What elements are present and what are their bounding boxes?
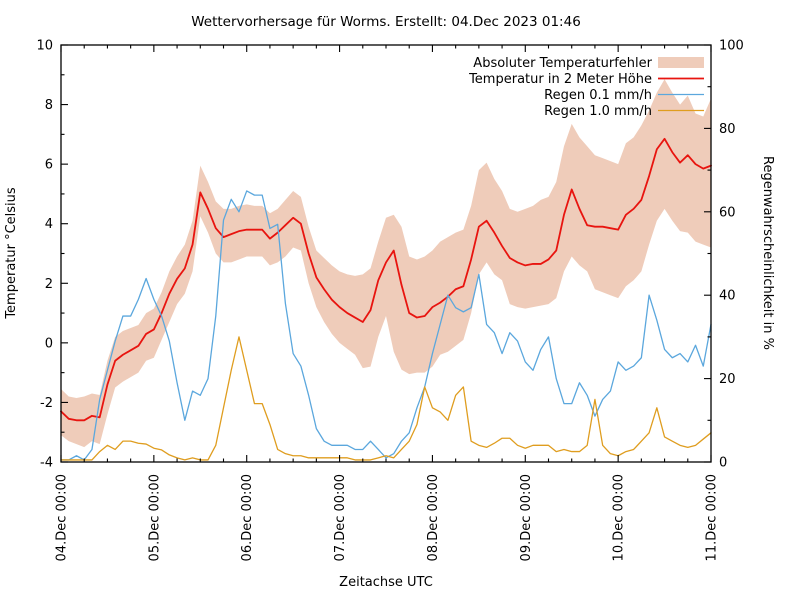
y-left-tick-label: 10 [36, 39, 53, 54]
y-left-tick-label: 2 [45, 277, 53, 292]
y-left-axis-title: Temperatur °Celsius [4, 187, 19, 320]
legend: Absoluter Temperaturfehler Temperatur in… [468, 56, 704, 119]
y-left-tick-label: 6 [45, 158, 53, 173]
legend-item-temperature: Temperatur in 2 Meter Höhe [468, 72, 704, 87]
x-tick-label: 10.Dec 00:00 [612, 474, 627, 561]
legend-label-rain10: Regen 1.0 mm/h [544, 104, 652, 119]
x-tick-label: 07.Dec 00:00 [333, 474, 348, 561]
legend-item-rain10: Regen 1.0 mm/h [544, 104, 704, 119]
y-right-tick-label: 0 [719, 456, 727, 471]
series-line-regen-1-0-mm-h [60, 336, 712, 461]
y-left-tick-label: 4 [45, 217, 53, 232]
y-left-tick-label: -2 [40, 396, 53, 411]
y-right-tick-label: 60 [719, 205, 736, 220]
x-tick-label: 11.Dec 00:00 [705, 474, 720, 561]
legend-swatch-band [658, 57, 704, 68]
series-line-temperatur-in-2-meter-h-he [60, 137, 712, 422]
x-tick-label: 06.Dec 00:00 [240, 474, 255, 561]
y-right-tick-label: 80 [719, 122, 736, 137]
series-line-regen-0-1-mm-h [60, 190, 712, 461]
y-right-tick-label: 40 [719, 289, 736, 304]
chart-title: Wettervorhersage für Worms. Erstellt: 04… [191, 14, 581, 30]
y-left-tick-label: -4 [40, 456, 53, 471]
legend-item-rain01: Regen 0.1 mm/h [544, 88, 704, 103]
y-left-tick-label: 0 [45, 336, 53, 351]
y-left-tick-label: 8 [45, 98, 53, 113]
y-right-tick-label: 20 [719, 372, 736, 387]
y-right-tick-label: 100 [719, 39, 744, 54]
x-tick-label: 08.Dec 00:00 [426, 474, 441, 561]
y-right-axis-title: Regenwahrscheinlichkeit in % [760, 156, 775, 350]
axis-tick-labels: 04.Dec 00:00 05.Dec 00:00 06.Dec 00:00 07.D… [36, 39, 743, 562]
x-tick-label: 04.Dec 00:00 [55, 474, 70, 561]
x-tick-label: 09.Dec 00:00 [519, 474, 534, 561]
legend-label-rain01: Regen 0.1 mm/h [544, 88, 652, 103]
x-axis-title: Zeitachse UTC [339, 575, 433, 590]
x-tick-label: 05.Dec 00:00 [147, 474, 162, 561]
data-series-lines [60, 137, 712, 461]
legend-label-temperature-error: Absoluter Temperaturfehler [473, 56, 652, 71]
legend-label-temperature: Temperatur in 2 Meter Höhe [468, 72, 652, 87]
legend-item-temperature-error: Absoluter Temperaturfehler [473, 56, 704, 71]
plot-border [60, 44, 712, 463]
